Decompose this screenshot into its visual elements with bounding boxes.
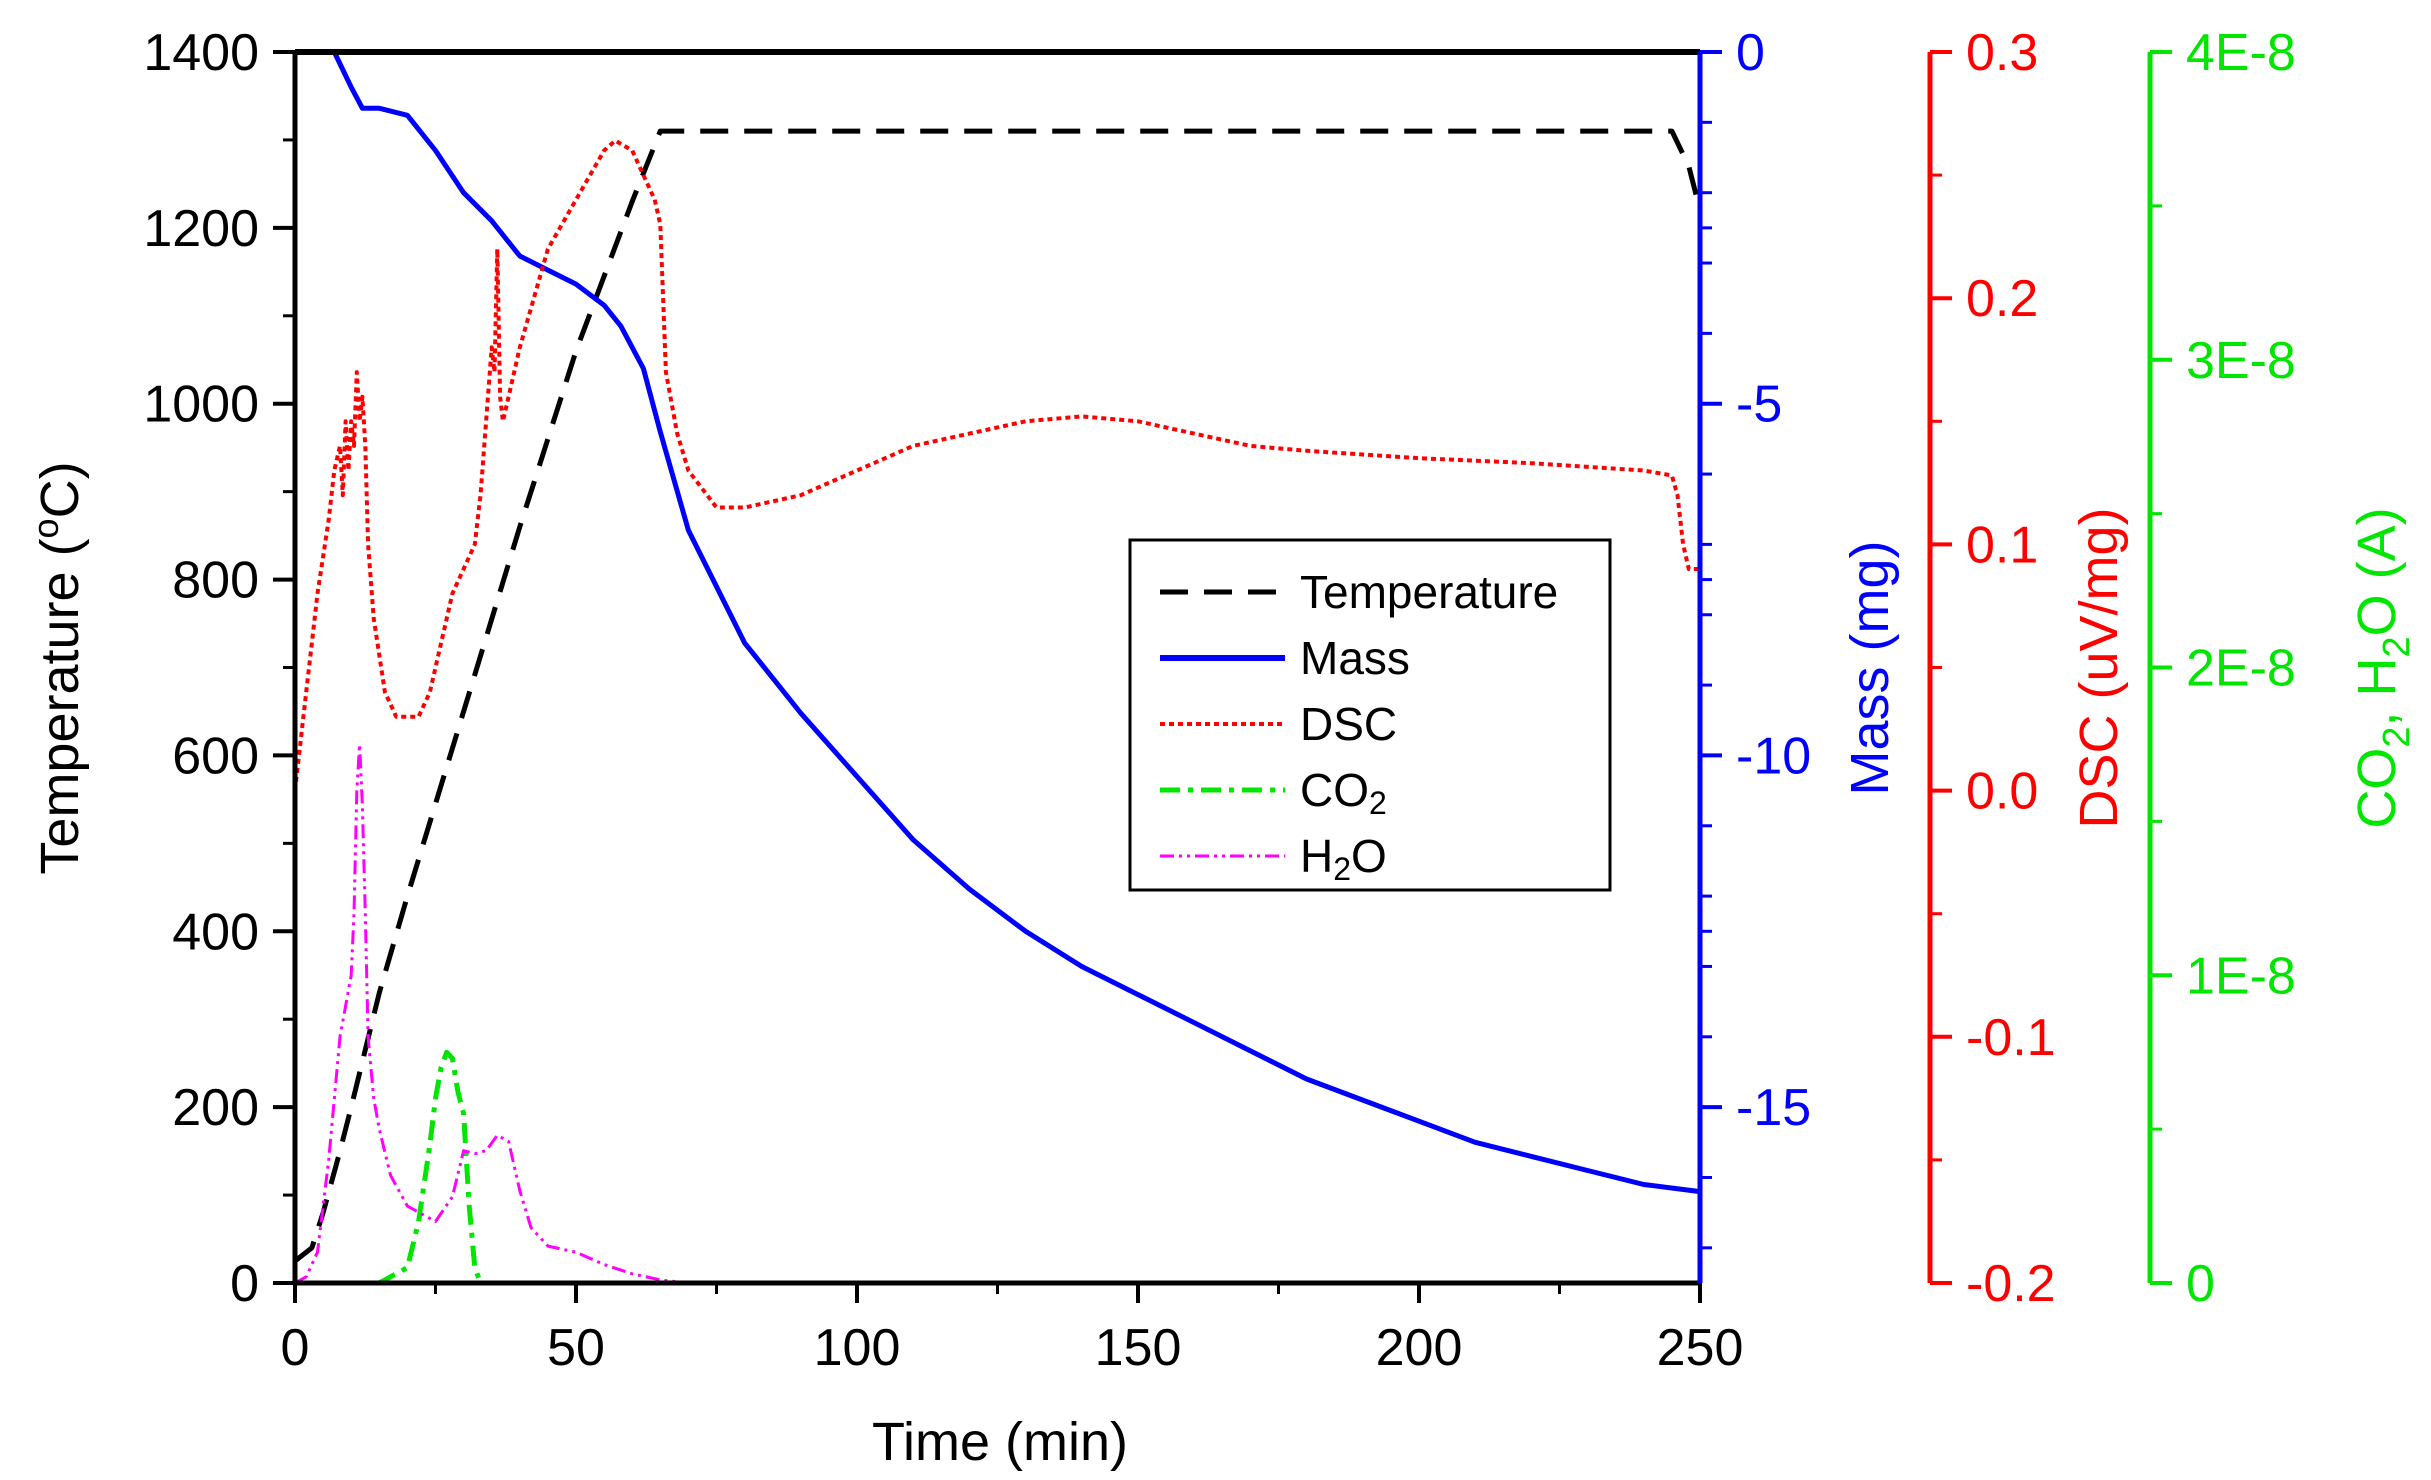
- dsc-tick-label: -0.2: [1966, 1255, 2056, 1313]
- gas-tick-label: 2E-8: [2186, 640, 2296, 698]
- temperature-tick-label: 400: [172, 903, 259, 961]
- temperature-tick-label: 1200: [143, 200, 259, 258]
- gas-tick-label: 1E-8: [2186, 947, 2296, 1005]
- temperature-tick-label: 800: [172, 552, 259, 610]
- dsc-tick-label: 0.3: [1966, 24, 2038, 82]
- x-tick-label: 100: [814, 1319, 901, 1377]
- gas-tick-label: 3E-8: [2186, 332, 2296, 390]
- temperature-tick-label: 1400: [143, 24, 259, 82]
- legend-label-h2o: H2O: [1300, 830, 1387, 887]
- x-tick-label: 200: [1376, 1319, 1463, 1377]
- dsc-tick-label: 0.1: [1966, 516, 2038, 574]
- legend-label-co2: CO2: [1300, 764, 1387, 821]
- temperature-tick-label: 1000: [143, 376, 259, 434]
- gas-tick-label: 4E-8: [2186, 24, 2296, 82]
- series-h2o-line: [294, 742, 1700, 1285]
- dsc-tick-label: 0.2: [1966, 270, 2038, 328]
- dsc-tick-label: -0.1: [1966, 1009, 2056, 1067]
- dsc-axis-title: DSC (uV/mg): [2069, 507, 2129, 828]
- legend-label-dsc: DSC: [1300, 698, 1397, 750]
- series-mass-line: [332, 50, 1701, 1195]
- x-tick-label: 0: [281, 1319, 310, 1377]
- gas-tick-label: 0: [2186, 1255, 2215, 1313]
- x-tick-label: 250: [1657, 1319, 1744, 1377]
- legend: Temperature Mass DSC CO2 H2O: [1128, 538, 1612, 892]
- x-axis-title: Time (min): [872, 1412, 1128, 1472]
- tick-layer: 0 50 100 150 200 250 0 200 400 600 800 1000 1200 1400…: [143, 24, 2296, 1377]
- x-tick-label: 50: [547, 1319, 605, 1377]
- dsc-tick-label: 0.0: [1966, 763, 2038, 821]
- legend-label-mass: Mass: [1300, 632, 1410, 684]
- mass-tick-label: 0: [1736, 24, 1765, 82]
- legend-label-temperature: Temperature: [1300, 566, 1558, 618]
- series-temperature-line: [293, 128, 1703, 1263]
- temperature-tick-label: 0: [230, 1255, 259, 1313]
- series-layer: [293, 50, 1703, 1286]
- series-dsc-line: [293, 138, 1700, 791]
- x-tick-label: 150: [1095, 1319, 1182, 1377]
- mass-axis-title: Mass (mg): [1840, 541, 1900, 796]
- legend-box: [1128, 538, 1612, 892]
- series-co2-line: [295, 1049, 1700, 1286]
- temperature-tick-label: 200: [172, 1079, 259, 1137]
- mass-tick-label: -5: [1736, 376, 1782, 434]
- mass-tick-label: -10: [1736, 727, 1811, 785]
- temperature-tick-label: 600: [172, 727, 259, 785]
- gas-axis-title: CO2, H2O (A): [2347, 507, 2418, 828]
- temperature-axis-title: Temperature (oC): [25, 461, 90, 874]
- mass-tick-label: -15: [1736, 1079, 1811, 1137]
